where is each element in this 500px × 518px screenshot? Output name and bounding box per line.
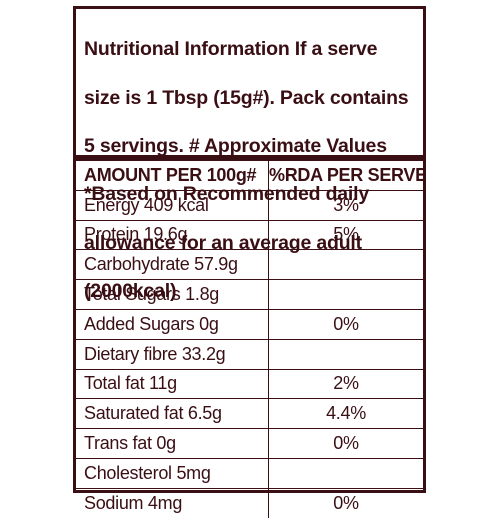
table-row: Dietary fibre 33.2g <box>76 339 423 370</box>
rda-cell: 2% <box>268 369 423 400</box>
nutrient-cell: Sodium 4mg <box>76 488 269 518</box>
rda-cell <box>268 249 423 281</box>
rda-cell: 0% <box>268 309 423 340</box>
nutrient-cell: Total Sugars 1.8g <box>76 279 269 310</box>
nutrient-cell: Dietary fibre 33.2g <box>76 339 269 370</box>
table-row: Sodium 4mg 0% <box>76 488 423 518</box>
nutrient-cell: Cholesterol 5mg <box>76 458 269 489</box>
rda-cell: 5% <box>268 220 423 251</box>
nutrition-panel: Nutritional Information If a serve size … <box>73 6 426 518</box>
nutrient-cell: Trans fat 0g <box>76 428 269 459</box>
column-header-rda: %RDA PER SERVE* <box>268 161 423 191</box>
nutrient-cell: Protein 19.6g <box>76 220 269 251</box>
nutrition-header: Nutritional Information If a serve size … <box>84 13 419 302</box>
nutrient-cell: Saturated fat 6.5g <box>76 398 269 430</box>
nutrient-cell: Total fat 11g <box>76 369 269 400</box>
column-header-amount: AMOUNT PER 100g# <box>76 161 269 191</box>
table-row: Protein 19.6g 5% <box>76 220 423 251</box>
nutrient-cell: Added Sugars 0g <box>76 309 269 340</box>
table-row: Energy 409 kcal 3% <box>76 190 423 221</box>
rda-cell: 3% <box>268 190 423 221</box>
table-row: Carbohydrate 57.9g <box>76 249 423 281</box>
table-row: Total fat 11g 2% <box>76 369 423 400</box>
nutrient-cell: Energy 409 kcal <box>76 190 269 221</box>
table-row: Added Sugars 0g 0% <box>76 309 423 340</box>
rda-cell: 0% <box>268 428 423 459</box>
table-row: Trans fat 0g 0% <box>76 428 423 459</box>
rda-cell <box>268 339 423 370</box>
nutrition-table: AMOUNT PER 100g# %RDA PER SERVE* Energy … <box>76 161 423 518</box>
rda-cell <box>268 458 423 489</box>
rda-cell: 4.4% <box>268 398 423 430</box>
header-line: Nutritional Information If a serve <box>84 38 378 61</box>
header-line: size is 1 Tbsp (15g#). Pack contains <box>84 86 409 109</box>
rda-cell: 0% <box>333 492 359 513</box>
header-line: 5 servings. # Approximate Values <box>84 135 387 158</box>
table-row: Total Sugars 1.8g <box>76 279 423 310</box>
table-row: Cholesterol 5mg <box>76 458 423 489</box>
table-row: Saturated fat 6.5g 4.4% <box>76 398 423 430</box>
table-header-row: AMOUNT PER 100g# %RDA PER SERVE* <box>76 161 423 191</box>
header-divider <box>76 155 423 161</box>
nutrient-cell: Carbohydrate 57.9g <box>76 249 269 281</box>
rda-cell <box>268 279 423 310</box>
